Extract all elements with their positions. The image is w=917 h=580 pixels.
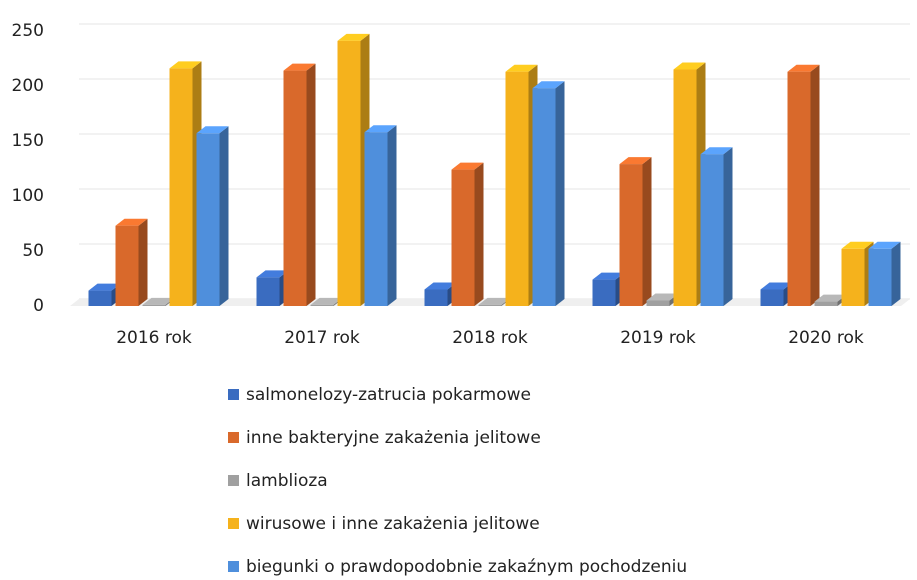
bar: [700, 147, 733, 306]
bar-side: [138, 218, 148, 306]
bar: [619, 157, 652, 306]
bar: [868, 241, 901, 306]
bar-top: [532, 81, 565, 89]
bar-top: [424, 282, 457, 290]
bar: [283, 63, 316, 306]
x-tick-label: 2016 rok: [116, 328, 192, 348]
legend-swatch: [228, 475, 239, 486]
bar-top: [619, 157, 652, 165]
bar-front: [196, 133, 220, 306]
bar-top: [478, 297, 511, 305]
bar: [451, 162, 484, 306]
bar-front: [505, 71, 529, 306]
bar-top: [337, 33, 370, 41]
bar-front: [88, 290, 112, 306]
bar-front: [364, 132, 388, 306]
y-tick-label: 100: [12, 186, 44, 206]
bar-top: [700, 147, 733, 155]
bar-front: [283, 70, 307, 306]
y-tick-label: 200: [12, 76, 44, 96]
bar-front: [868, 248, 892, 306]
legend-swatch: [228, 518, 239, 529]
bar-front: [142, 304, 166, 306]
legend-label: salmonelozy-zatrucia pokarmowe: [246, 385, 531, 405]
bar-top: [88, 283, 121, 291]
legend-swatch: [228, 561, 239, 572]
bar-side: [723, 147, 733, 306]
legend-label: biegunki o prawdopodobnie zakaźnym pocho…: [246, 557, 687, 577]
legend-swatch: [228, 389, 239, 400]
bar-top: [364, 125, 397, 133]
x-tick-label: 2019 rok: [620, 328, 696, 348]
bar-front: [760, 289, 784, 306]
bar-top: [841, 241, 874, 249]
bar-front: [532, 88, 556, 306]
bar: [196, 126, 229, 306]
bar: [364, 125, 397, 306]
y-tick-label: 0: [33, 296, 44, 316]
bar-side: [642, 157, 652, 306]
bar-front: [841, 248, 865, 306]
bar-top: [760, 282, 793, 290]
bar-top: [310, 297, 343, 305]
bar-front: [169, 68, 193, 307]
bar-side: [555, 81, 565, 306]
bar-front: [787, 71, 811, 306]
bar-top: [256, 270, 289, 278]
bar-top: [787, 64, 820, 72]
bar-top: [451, 162, 484, 170]
x-tick-label: 2020 rok: [788, 328, 864, 348]
bar-front: [619, 164, 643, 306]
bar-side: [810, 64, 820, 306]
bar-front: [256, 277, 280, 306]
legend-swatch: [228, 432, 239, 443]
x-tick-label: 2018 rok: [452, 328, 528, 348]
bar-side: [387, 125, 397, 306]
bar: [787, 64, 820, 306]
bar-top: [169, 61, 202, 69]
bar-side: [306, 63, 316, 306]
bar-top: [673, 62, 706, 70]
bar-top: [646, 293, 679, 301]
bar-top: [868, 241, 901, 249]
bar-side: [891, 241, 901, 306]
bar: [532, 81, 565, 306]
bar-front: [451, 169, 475, 306]
bar-side: [219, 126, 229, 306]
bar-front: [673, 69, 697, 306]
legend-label: lamblioza: [246, 471, 328, 491]
y-tick-label: 250: [12, 21, 44, 41]
y-tick-label: 150: [12, 131, 44, 151]
bar-front: [337, 40, 361, 307]
bar: [115, 218, 148, 306]
bar-top: [196, 126, 229, 134]
bar-front: [424, 289, 448, 306]
legend-label: inne bakteryjne zakażenia jelitowe: [246, 428, 541, 448]
x-tick-label: 2017 rok: [284, 328, 360, 348]
bar-front: [115, 225, 139, 306]
bar-front: [646, 300, 670, 306]
bar-front: [478, 304, 502, 306]
bar-front: [700, 154, 724, 306]
bar-top: [283, 63, 316, 71]
bar-top: [592, 272, 625, 280]
bar-front: [310, 304, 334, 306]
bar-side: [474, 162, 484, 306]
bar-top: [115, 218, 148, 226]
bar-top: [814, 294, 847, 302]
legend-label: wirusowe i inne zakażenia jelitowe: [246, 514, 540, 534]
bar-top: [142, 297, 175, 305]
y-tick-label: 50: [22, 241, 44, 261]
bar-top: [505, 64, 538, 72]
bar-front: [592, 279, 616, 306]
bar-front: [814, 301, 838, 306]
